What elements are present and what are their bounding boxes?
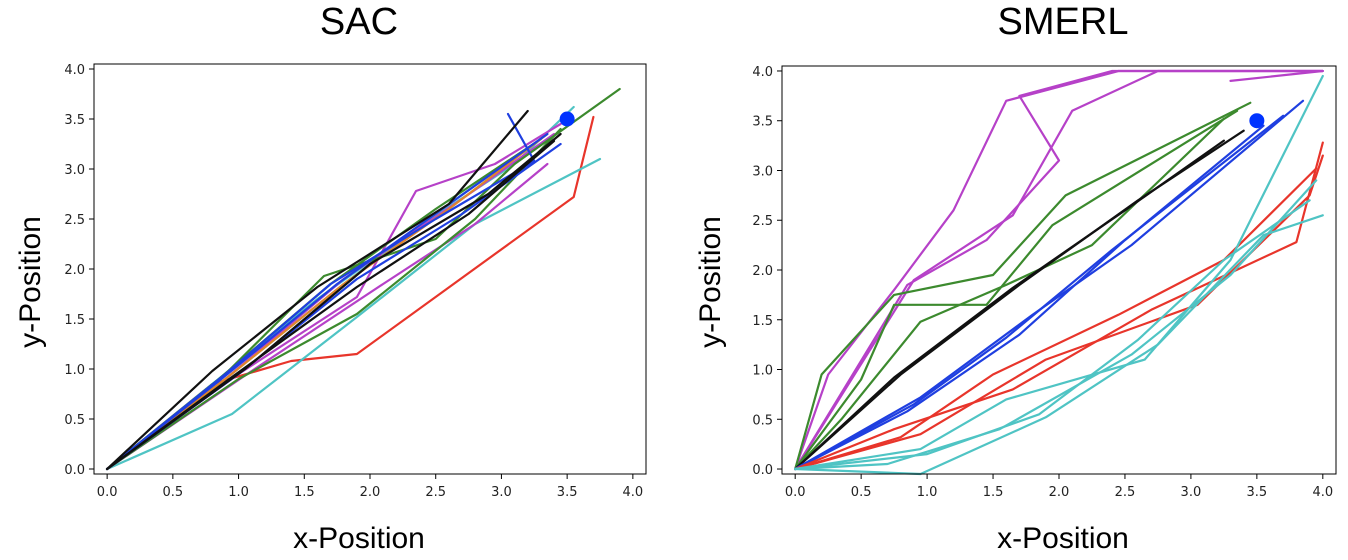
- sac-y-tick-label: 1.5: [64, 313, 85, 328]
- sac-y-tick-label: 4.0: [64, 63, 85, 78]
- sac-trajectory-blue-3: [105, 132, 549, 471]
- sac-x-tick-label: 0.0: [97, 485, 118, 500]
- smerl-y-tick-label: 4.0: [752, 65, 773, 80]
- smerl-y-tick-label: 2.5: [752, 214, 773, 229]
- smerl-trajectory-blue-3: [794, 124, 1265, 471]
- sac-y-tick-label: 3.0: [64, 163, 85, 178]
- smerl-trajectory-cyan-1: [794, 74, 1324, 471]
- sac-y-tick-label: 0.5: [64, 413, 85, 428]
- smerl-x-tick-label: 1.5: [983, 485, 1004, 500]
- smerl-trajectory-green-1: [794, 101, 1252, 471]
- smerl-plot-frame: [781, 65, 1337, 475]
- smerl-y-tick-label: 3.5: [752, 115, 773, 130]
- sac-x-axis-label: x-Position: [293, 522, 425, 555]
- sac-x-tick-label: 3.5: [557, 485, 578, 500]
- smerl-y-tick-label: 2.0: [752, 264, 773, 279]
- sac-trajectory-green-2: [105, 127, 562, 471]
- smerl-x-tick-label: 4.0: [1312, 485, 1333, 500]
- sac-y-tick-label: 3.5: [64, 113, 85, 128]
- smerl-trajectory-green-2: [794, 109, 1239, 471]
- sac-trajectory-blue-1: [105, 112, 536, 471]
- smerl-trajectory-cyan-2: [794, 214, 1324, 476]
- sac-y-axis-label: y-Position: [14, 216, 47, 348]
- smerl-goal-marker: [1249, 113, 1265, 129]
- smerl-y-axis-label: y-Position: [694, 216, 727, 348]
- sac-y-tick-label: 2.5: [64, 213, 85, 228]
- sac-trajectory-orange-1: [105, 132, 549, 471]
- smerl-trajectory-cyan-3: [794, 179, 1318, 471]
- sac-plot-area: 0.0 0.5 1.0 1.5 2.0 2.5 3.0 3.5 4.0 0.0 0.5 1.0 1.5 2…: [64, 63, 647, 500]
- sac-x-tick-label: 2.5: [425, 485, 446, 500]
- smerl-y-tick-label: 0.5: [752, 413, 773, 428]
- sac-goal-marker: [559, 111, 575, 127]
- smerl-x-tick-label: 3.5: [1247, 485, 1268, 500]
- smerl-x-tick-label: 3.0: [1181, 485, 1202, 500]
- sac-y-tick-label: 0.0: [64, 463, 85, 478]
- sac-chart: SAC x-Position y-Position 0.0 0.5 1.0 1.5 2.…: [14, 1, 647, 555]
- smerl-y-tick-label: 1.0: [752, 364, 773, 379]
- sac-x-tick-label: 2.0: [360, 485, 381, 500]
- sac-y-tick-label: 1.0: [64, 363, 85, 378]
- sac-x-tick-label: 1.0: [228, 485, 249, 500]
- sac-x-tick-label: 1.5: [294, 485, 315, 500]
- smerl-trajectory-cyan-4: [794, 199, 1311, 471]
- smerl-x-axis-label: x-Position: [997, 522, 1129, 555]
- smerl-trajectory-red-2: [794, 141, 1324, 471]
- smerl-trajectory-blue-2: [794, 114, 1285, 471]
- sac-chart-title: SAC: [320, 1, 398, 43]
- sac-trajectory-cyan-1: [105, 157, 602, 471]
- smerl-chart: SMERL x-Position y-Position 0.0 0.5 1.0 1.5…: [694, 1, 1337, 555]
- smerl-trajectory-green-3: [794, 117, 1226, 471]
- sac-y-tick-label: 2.0: [64, 263, 85, 278]
- smerl-y-tick-label: 1.5: [752, 314, 773, 329]
- smerl-trajectory-magenta-2: [794, 69, 1324, 471]
- smerl-x-tick-label: 0.0: [785, 485, 806, 500]
- sac-trajectory-black-3: [105, 132, 562, 471]
- smerl-x-tick-label: 2.0: [1049, 485, 1070, 500]
- sac-x-tick-label: 4.0: [623, 485, 644, 500]
- sac-x-tick-label: 0.5: [163, 485, 184, 500]
- smerl-y-tick-label: 3.0: [752, 164, 773, 179]
- smerl-trajectory-red-3: [794, 154, 1324, 471]
- sac-trajectory-black-1: [105, 109, 529, 471]
- smerl-chart-title: SMERL: [998, 1, 1129, 43]
- smerl-x-tick-label: 1.0: [917, 485, 938, 500]
- smerl-trajectory-magenta-3: [794, 69, 1324, 471]
- smerl-x-tick-label: 2.5: [1115, 485, 1136, 500]
- sac-x-tick-label: 3.0: [491, 485, 512, 500]
- smerl-y-tick-label: 0.0: [752, 463, 773, 478]
- smerl-trajectory-black-2: [794, 129, 1245, 471]
- smerl-x-tick-label: 0.5: [851, 485, 872, 500]
- smerl-plot-area: 0.0 0.5 1.0 1.5 2.0 2.5 3.0 3.5 4.0 0.0 0.5 1.0 1.5 2…: [752, 65, 1337, 500]
